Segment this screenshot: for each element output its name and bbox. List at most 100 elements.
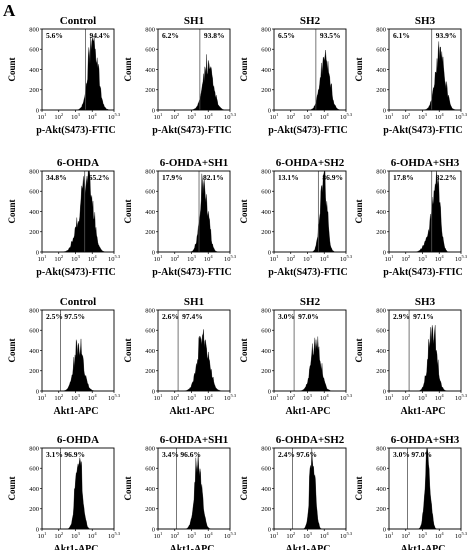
y-tick-label: 400 [29, 67, 39, 74]
y-tick-label: 0 [36, 526, 39, 533]
right-gate-percent: 86.9% [322, 173, 343, 182]
y-tick-label: 200 [376, 229, 386, 236]
y-tick-label: 0 [36, 249, 39, 256]
histogram-fill [274, 170, 346, 253]
right-gate-percent: 82.2% [436, 173, 457, 182]
histogram-panel: SH3 Count Akt1-APC 2.9% 97.1% 0 200 400 600 800 10… [354, 296, 468, 417]
x-axis-label: Akt1-APC [54, 544, 99, 550]
x-axis-label: Akt1-APC [401, 406, 446, 417]
y-axis-label: Count [354, 338, 364, 362]
left-gate-percent: 3.4% [162, 450, 179, 459]
x-tick-label: 102 [401, 531, 410, 540]
histogram-panel: SH2 Count Akt1-APC 3.0% 97.0% 0 200 400 600 800 10… [239, 296, 353, 417]
x-tick-label: 102 [286, 112, 295, 121]
x-tick-label: 102 [401, 393, 410, 402]
y-tick-label: 800 [261, 307, 271, 314]
y-tick-label: 400 [145, 348, 155, 355]
histogram-fill [274, 336, 346, 392]
y-tick-label: 0 [36, 107, 39, 114]
plot-frame [388, 28, 462, 111]
panel-title: 6-OHDA+SH2 [276, 434, 345, 446]
x-tick-label: 105.3 [455, 393, 468, 402]
y-tick-label: 400 [376, 486, 386, 493]
y-tick-label: 200 [29, 506, 39, 513]
y-tick-label: 800 [261, 445, 271, 452]
y-tick-label: 600 [29, 189, 39, 196]
x-tick-label: 105.3 [108, 254, 121, 263]
x-tick-label: 101 [385, 112, 394, 121]
histogram-panel: SH1 Count Akt1-APC 2.6% 97.4% 0 200 400 600 800 10… [123, 296, 237, 417]
y-tick-label: 600 [376, 466, 386, 473]
y-tick-label: 400 [261, 486, 271, 493]
x-axis-label: Akt1-APC [54, 406, 99, 417]
left-gate-percent: 5.6% [46, 31, 63, 40]
left-gate-percent: 17.8% [393, 173, 414, 182]
plot-frame [273, 28, 347, 111]
y-tick-label: 800 [376, 307, 386, 314]
x-tick-label: 101 [385, 393, 394, 402]
y-tick-label: 400 [261, 67, 271, 74]
x-tick-label: 104 [435, 254, 445, 263]
y-tick-label: 0 [268, 249, 271, 256]
plot-frame [157, 170, 231, 253]
y-tick-label: 200 [29, 87, 39, 94]
x-tick-label: 103 [418, 393, 428, 402]
left-gate-percent: 6.2% [162, 31, 179, 40]
x-tick-label: 101 [38, 393, 47, 402]
panel-title: 6-OHDA+SH1 [160, 434, 229, 446]
x-axis-label: p-Akt(S473)-FTIC [383, 267, 462, 278]
x-tick-label: 102 [170, 112, 179, 121]
y-tick-label: 800 [376, 445, 386, 452]
panel-title: 6-OHDA+SH2 [276, 157, 345, 169]
x-tick-label: 102 [170, 531, 179, 540]
left-gate-percent: 2.9% [393, 312, 410, 321]
x-tick-label: 102 [54, 254, 63, 263]
plot-frame [388, 170, 462, 253]
histogram-panel: 6-OHDA Count p-Akt(S473)-FTIC 34.8% 65.2% 0 20… [7, 157, 121, 278]
x-tick-label: 103 [303, 254, 313, 263]
x-tick-label: 103 [187, 254, 197, 263]
y-tick-label: 800 [29, 307, 39, 314]
x-tick-label: 105.3 [224, 254, 237, 263]
y-tick-label: 0 [268, 526, 271, 533]
x-tick-label: 101 [270, 112, 279, 121]
histogram-panel: SH3 Count p-Akt(S473)-FTIC 6.1% 93.9% 0 200 400… [354, 15, 468, 136]
y-tick-label: 600 [261, 189, 271, 196]
x-tick-label: 104 [204, 112, 214, 121]
histogram-fill [389, 170, 461, 253]
x-tick-label: 101 [38, 112, 47, 121]
histogram-fill [42, 338, 114, 392]
x-tick-label: 104 [88, 112, 98, 121]
x-tick-label: 101 [270, 531, 279, 540]
x-tick-label: 101 [154, 531, 163, 540]
y-tick-label: 0 [383, 249, 386, 256]
x-tick-label: 102 [54, 531, 63, 540]
x-tick-label: 103 [418, 112, 428, 121]
plot-frame [41, 28, 115, 111]
left-gate-percent: 3.0% [393, 450, 410, 459]
y-tick-label: 600 [29, 328, 39, 335]
left-gate-percent: 2.4% [278, 450, 295, 459]
x-axis-label: Akt1-APC [401, 544, 446, 550]
x-tick-label: 103 [187, 393, 197, 402]
y-tick-label: 400 [261, 348, 271, 355]
y-tick-label: 0 [268, 388, 271, 395]
histogram-fill [158, 453, 230, 530]
y-tick-label: 400 [29, 486, 39, 493]
x-tick-label: 105.3 [224, 393, 237, 402]
histogram-fill [274, 50, 346, 111]
histogram-fill [274, 448, 346, 530]
histogram-panel: SH1 Count p-Akt(S473)-FTIC 6.2% 93.8% 0 200 400… [123, 15, 237, 136]
y-tick-label: 200 [261, 368, 271, 375]
x-tick-label: 104 [204, 531, 214, 540]
histogram-fill [42, 36, 115, 111]
x-tick-label: 103 [71, 254, 81, 263]
y-tick-label: 800 [376, 26, 386, 33]
histogram-fill [158, 329, 230, 392]
histogram-fill [389, 41, 461, 111]
y-axis-label: Count [239, 338, 249, 362]
histogram-grid: Control Count p-Akt(S473)-FTIC 5.6% 94.4% 0 20… [7, 15, 468, 550]
y-tick-label: 600 [29, 466, 39, 473]
x-tick-label: 105.3 [108, 393, 121, 402]
right-gate-percent: 93.5% [320, 31, 341, 40]
